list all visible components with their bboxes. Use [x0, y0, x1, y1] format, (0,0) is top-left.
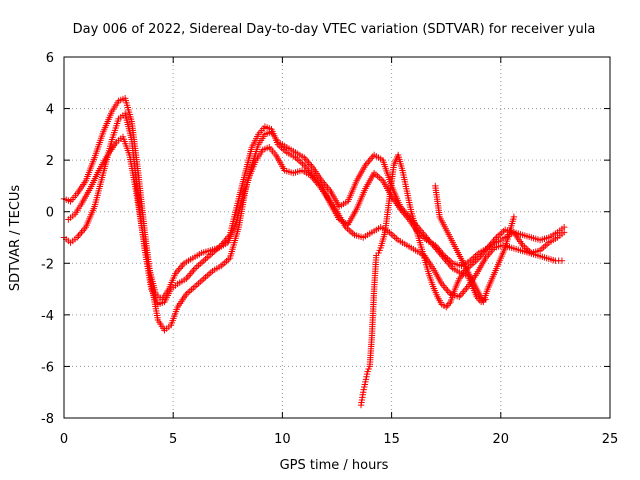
track-3-point — [179, 261, 186, 269]
y-tick-label: 6 — [46, 51, 54, 66]
track-1-point — [188, 268, 196, 276]
track-2-point — [365, 158, 372, 166]
track-2-point — [302, 156, 309, 163]
track-3-point — [558, 257, 566, 264]
track-3-point — [461, 286, 469, 294]
y-tick-label: 2 — [46, 154, 54, 169]
y-tick-label: 0 — [46, 206, 54, 221]
x-tick-label: 15 — [383, 432, 400, 447]
track-1-point — [75, 232, 82, 239]
track-2-point — [366, 156, 373, 164]
track-4-point — [444, 302, 451, 309]
plot-frame — [63, 56, 611, 419]
x-tick-label: 25 — [602, 432, 619, 447]
y-tick-label: -8 — [41, 412, 54, 427]
track-1-point — [186, 272, 193, 279]
x-tick-label: 0 — [60, 432, 68, 447]
track-3-point — [457, 291, 464, 299]
track-1-point — [78, 229, 85, 236]
track-3-point — [175, 266, 182, 274]
x-tick-label: 10 — [274, 432, 291, 447]
track-3-point — [443, 285, 450, 293]
x-tick-label: 20 — [493, 432, 510, 447]
chart-title: Day 006 of 2022, Sidereal Day-to-day VTE… — [73, 22, 596, 37]
axis-ticks: 0 5 10 15 20 25 -8 -6 -4 -2 0 2 4 6 — [41, 51, 618, 447]
track-3-point — [178, 263, 185, 270]
y-axis-label: SDTVAR / TECUs — [8, 185, 23, 292]
y-tick-label: -2 — [41, 257, 54, 272]
track-1-point — [184, 273, 191, 281]
track-2-point — [303, 157, 311, 165]
track-2-point — [490, 237, 497, 245]
track-1-point — [187, 270, 194, 277]
x-tick-label: 5 — [169, 432, 177, 447]
y-tick-label: -6 — [41, 360, 54, 375]
track-2-point — [448, 263, 455, 270]
track-5-point — [510, 213, 518, 221]
x-axis-label: GPS time / hours — [280, 458, 389, 473]
data-points — [60, 95, 568, 409]
track-3-point — [444, 287, 451, 294]
y-tick-label: 4 — [46, 103, 54, 118]
track-2-point — [560, 229, 568, 236]
track-1-point — [76, 230, 84, 238]
track-1-point — [190, 266, 197, 274]
track-3-point — [459, 290, 466, 297]
y-tick-label: -4 — [41, 309, 54, 324]
track-2-point — [446, 261, 454, 269]
track-3-point — [176, 265, 183, 272]
track-1-point — [79, 227, 87, 234]
track-3-point — [460, 288, 467, 295]
track-3-point — [441, 284, 448, 291]
